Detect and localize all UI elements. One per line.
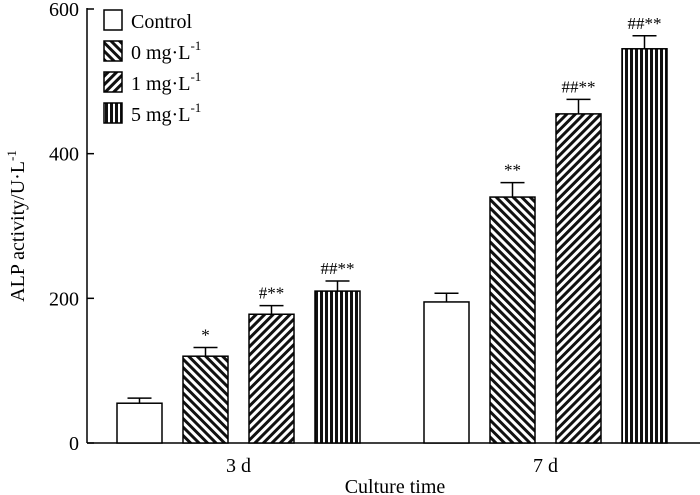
legend-label: 5 mg·L-1 bbox=[131, 100, 201, 126]
x-category-label: 7 d bbox=[533, 455, 558, 477]
significance-label: * bbox=[201, 326, 210, 345]
y-tick-label: 0 bbox=[69, 433, 79, 455]
bar bbox=[116, 402, 163, 444]
significance-label: ##** bbox=[321, 259, 355, 278]
bar bbox=[423, 301, 470, 444]
bar bbox=[555, 113, 602, 444]
bar bbox=[248, 313, 295, 444]
significance-label: #** bbox=[259, 284, 285, 303]
bar bbox=[182, 355, 229, 444]
legend-label: Control bbox=[131, 11, 193, 33]
y-axis-ticks: 0 200 400 600 bbox=[49, 0, 94, 455]
y-tick-label: 600 bbox=[49, 0, 79, 21]
y-axis-title: ALP activity/U·L-1 bbox=[4, 150, 29, 302]
y-tick-label: 200 bbox=[49, 288, 79, 310]
legend-label-text: Control bbox=[131, 11, 193, 33]
significance-label: ##** bbox=[628, 14, 662, 33]
x-axis-title: Culture time bbox=[345, 476, 446, 495]
legend-label-superscript: -1 bbox=[190, 38, 201, 53]
x-category-label: 3 d bbox=[226, 455, 251, 477]
legend-label-superscript: -1 bbox=[190, 100, 201, 115]
bar bbox=[314, 290, 361, 444]
x-axis-ticks: 3 d 7 d bbox=[226, 455, 558, 477]
bar bbox=[489, 196, 536, 444]
significance-label: ** bbox=[504, 161, 521, 180]
legend-label-text: 5 mg·L bbox=[131, 104, 190, 126]
legend-label-text: 0 mg·L bbox=[131, 42, 190, 64]
y-axis-title-text: ALP activity/U·L bbox=[7, 161, 29, 302]
legend-swatch bbox=[103, 9, 123, 31]
legend-swatch bbox=[103, 102, 123, 124]
legend-swatch bbox=[103, 71, 123, 93]
legend-label-text: 1 mg·L bbox=[131, 73, 190, 95]
legend-label: 0 mg·L-1 bbox=[131, 38, 201, 64]
y-tick-label: 400 bbox=[49, 144, 79, 166]
significance-label: ##** bbox=[562, 77, 596, 96]
bar-series: ***#**##**##**##** bbox=[116, 14, 668, 444]
legend-label-superscript: -1 bbox=[190, 69, 201, 84]
legend-swatch bbox=[103, 40, 123, 62]
bar bbox=[621, 48, 668, 444]
y-axis-title-superscript: -1 bbox=[4, 150, 19, 161]
legend-label: 1 mg·L-1 bbox=[131, 69, 201, 95]
